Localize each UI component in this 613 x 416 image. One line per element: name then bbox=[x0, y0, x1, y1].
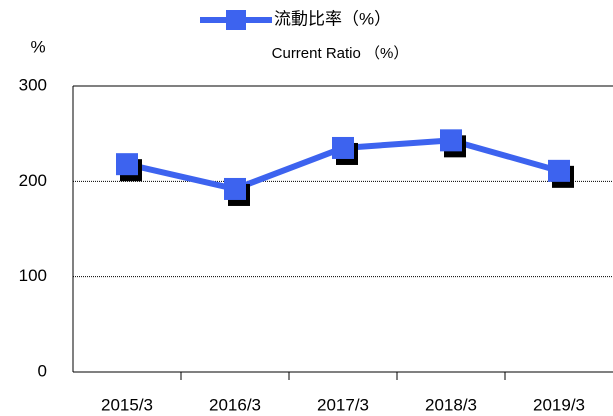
marker bbox=[332, 136, 354, 159]
marker bbox=[224, 177, 246, 200]
y-axis-label: % bbox=[30, 37, 45, 56]
marker bbox=[548, 159, 570, 182]
y-tick-label: 100 bbox=[19, 266, 47, 285]
x-tick-label: 2015/3 bbox=[101, 395, 153, 414]
y-tick-label: 300 bbox=[19, 75, 47, 94]
legend-label: 流動比率（%） bbox=[274, 9, 391, 28]
x-tick-label: 2016/3 bbox=[209, 395, 261, 414]
x-tick-label: 2019/3 bbox=[533, 395, 585, 414]
legend-marker bbox=[226, 10, 246, 30]
marker bbox=[116, 153, 138, 176]
x-tick-label: 2017/3 bbox=[317, 395, 369, 414]
legend-subtitle: Current Ratio （%） bbox=[272, 45, 409, 62]
y-tick-label: 200 bbox=[19, 171, 47, 190]
y-tick-label: 0 bbox=[38, 361, 47, 380]
x-tick-label: 2018/3 bbox=[425, 395, 477, 414]
marker bbox=[440, 129, 462, 152]
